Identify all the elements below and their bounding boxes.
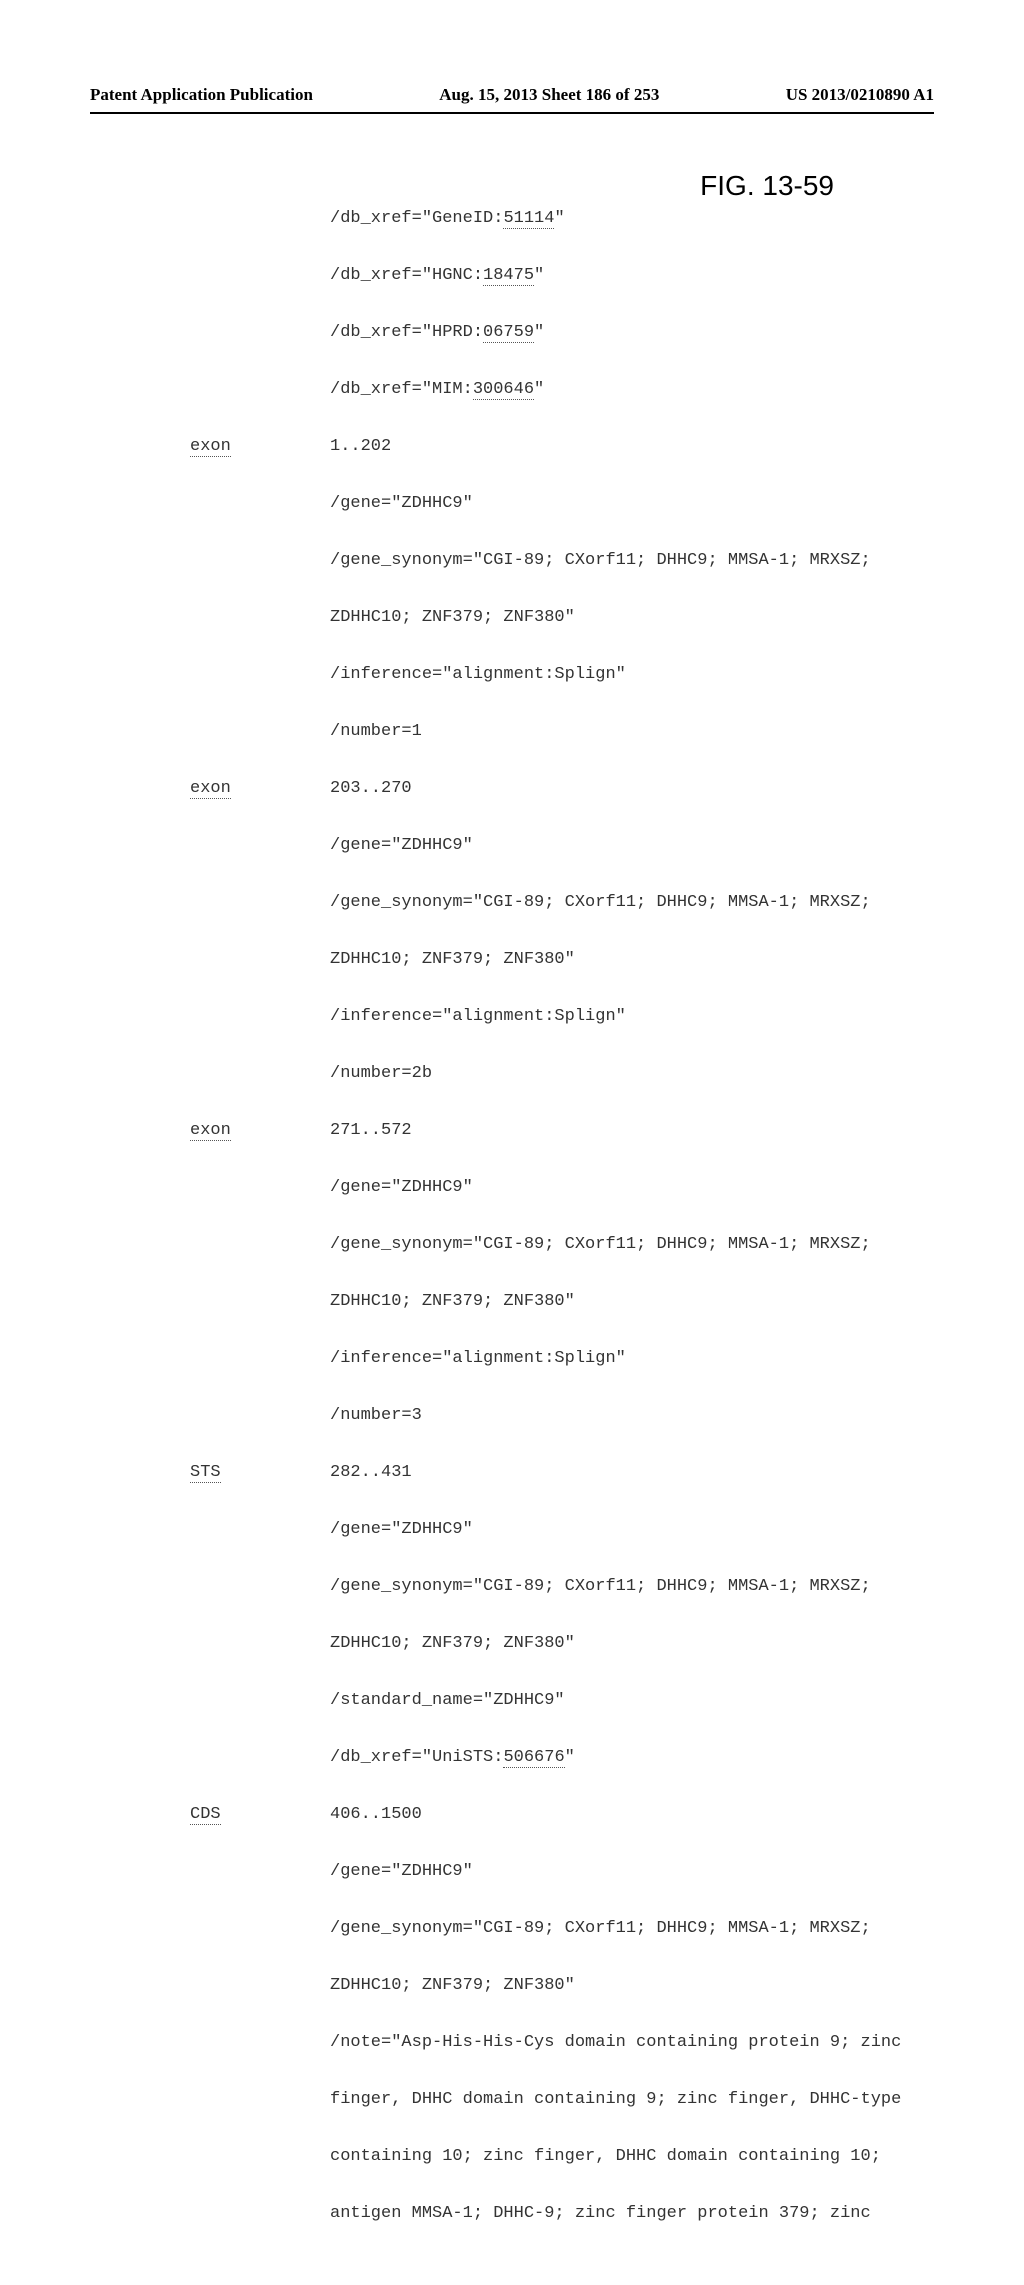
sts-dbxref-prefix: /db_xref="UniSTS: (330, 1748, 503, 1767)
dbxref-hprd-prefix: /db_xref="HPRD: (330, 323, 483, 342)
header-left: Patent Application Publication (90, 85, 313, 105)
feature-key-sts: STS (190, 1463, 221, 1483)
cds-synonym-l1: /gene_synonym="CGI-89; CXorf11; DHHC9; M… (190, 1915, 901, 1944)
header-divider (90, 112, 934, 114)
dbxref-geneid-value: 51114 (503, 209, 554, 229)
exon3-gene: /gene="ZDHHC9" (190, 1174, 901, 1203)
cds-synonym-l2: ZDHHC10; ZNF379; ZNF380" (190, 1972, 901, 2001)
sts-gene: /gene="ZDHHC9" (190, 1516, 901, 1545)
feature-key-exon1: exon (190, 437, 231, 457)
page: Patent Application Publication Aug. 15, … (0, 0, 1024, 1320)
feature-key-cds: CDS (190, 1805, 221, 1825)
exon1-synonym-l1: /gene_synonym="CGI-89; CXorf11; DHHC9; M… (190, 547, 901, 576)
dbxref-hgnc-value: 18475 (483, 266, 534, 286)
exon3-synonym-l2: ZDHHC10; ZNF379; ZNF380" (190, 1288, 901, 1317)
dbxref-hprd-suffix: " (534, 323, 544, 342)
sts-dbxref-suffix: " (565, 1748, 575, 1767)
dbxref-geneid-prefix: /db_xref="GeneID: (330, 209, 503, 228)
dbxref-mim-value: 300646 (473, 380, 534, 400)
sts-synonym-l2: ZDHHC10; ZNF379; ZNF380" (190, 1630, 901, 1659)
exon3-synonym-l1: /gene_synonym="CGI-89; CXorf11; DHHC9; M… (190, 1231, 901, 1260)
exon1-synonym-l2: ZDHHC10; ZNF379; ZNF380" (190, 604, 901, 633)
dbxref-mim-prefix: /db_xref="MIM: (330, 380, 473, 399)
dbxref-hprd-value: 06759 (483, 323, 534, 343)
sts-standard-name: /standard_name="ZDHHC9" (190, 1687, 901, 1716)
exon2-number: /number=2b (190, 1060, 901, 1089)
exon2-synonym-l2: ZDHHC10; ZNF379; ZNF380" (190, 946, 901, 975)
page-header: Patent Application Publication Aug. 15, … (0, 85, 1024, 105)
cds-note-l3: containing 10; zinc finger, DHHC domain … (190, 2143, 901, 2172)
cds-location: 406..1500 (330, 1805, 422, 1824)
sts-synonym-l1: /gene_synonym="CGI-89; CXorf11; DHHC9; M… (190, 1573, 901, 1602)
cds-note-l4: antigen MMSA-1; DHHC-9; zinc finger prot… (190, 2200, 901, 2229)
exon2-inference: /inference="alignment:Splign" (190, 1003, 901, 1032)
exon1-inference: /inference="alignment:Splign" (190, 661, 901, 690)
exon1-number: /number=1 (190, 718, 901, 747)
genbank-content: /db_xref="GeneID:51114" /db_xref="HGNC:1… (190, 176, 901, 2285)
dbxref-mim-suffix: " (534, 380, 544, 399)
sts-location: 282..431 (330, 1463, 412, 1482)
header-right: US 2013/0210890 A1 (786, 85, 934, 105)
exon1-gene: /gene="ZDHHC9" (190, 490, 901, 519)
dbxref-geneid-suffix: " (554, 209, 564, 228)
exon1-location: 1..202 (330, 437, 391, 456)
feature-key-exon2: exon (190, 779, 231, 799)
exon2-gene: /gene="ZDHHC9" (190, 832, 901, 861)
exon3-inference: /inference="alignment:Splign" (190, 1345, 901, 1374)
cds-gene: /gene="ZDHHC9" (190, 1858, 901, 1887)
exon2-location: 203..270 (330, 779, 412, 798)
dbxref-hgnc-prefix: /db_xref="HGNC: (330, 266, 483, 285)
cds-note-l1: /note="Asp-His-His-Cys domain containing… (190, 2029, 901, 2058)
dbxref-hgnc-suffix: " (534, 266, 544, 285)
exon2-synonym-l1: /gene_synonym="CGI-89; CXorf11; DHHC9; M… (190, 889, 901, 918)
header-center: Aug. 15, 2013 Sheet 186 of 253 (439, 85, 659, 105)
exon3-number: /number=3 (190, 1402, 901, 1431)
feature-key-exon3: exon (190, 1121, 231, 1141)
sts-dbxref-value: 506676 (503, 1748, 564, 1768)
cds-note-l2: finger, DHHC domain containing 9; zinc f… (190, 2086, 901, 2115)
exon3-location: 271..572 (330, 1121, 412, 1140)
